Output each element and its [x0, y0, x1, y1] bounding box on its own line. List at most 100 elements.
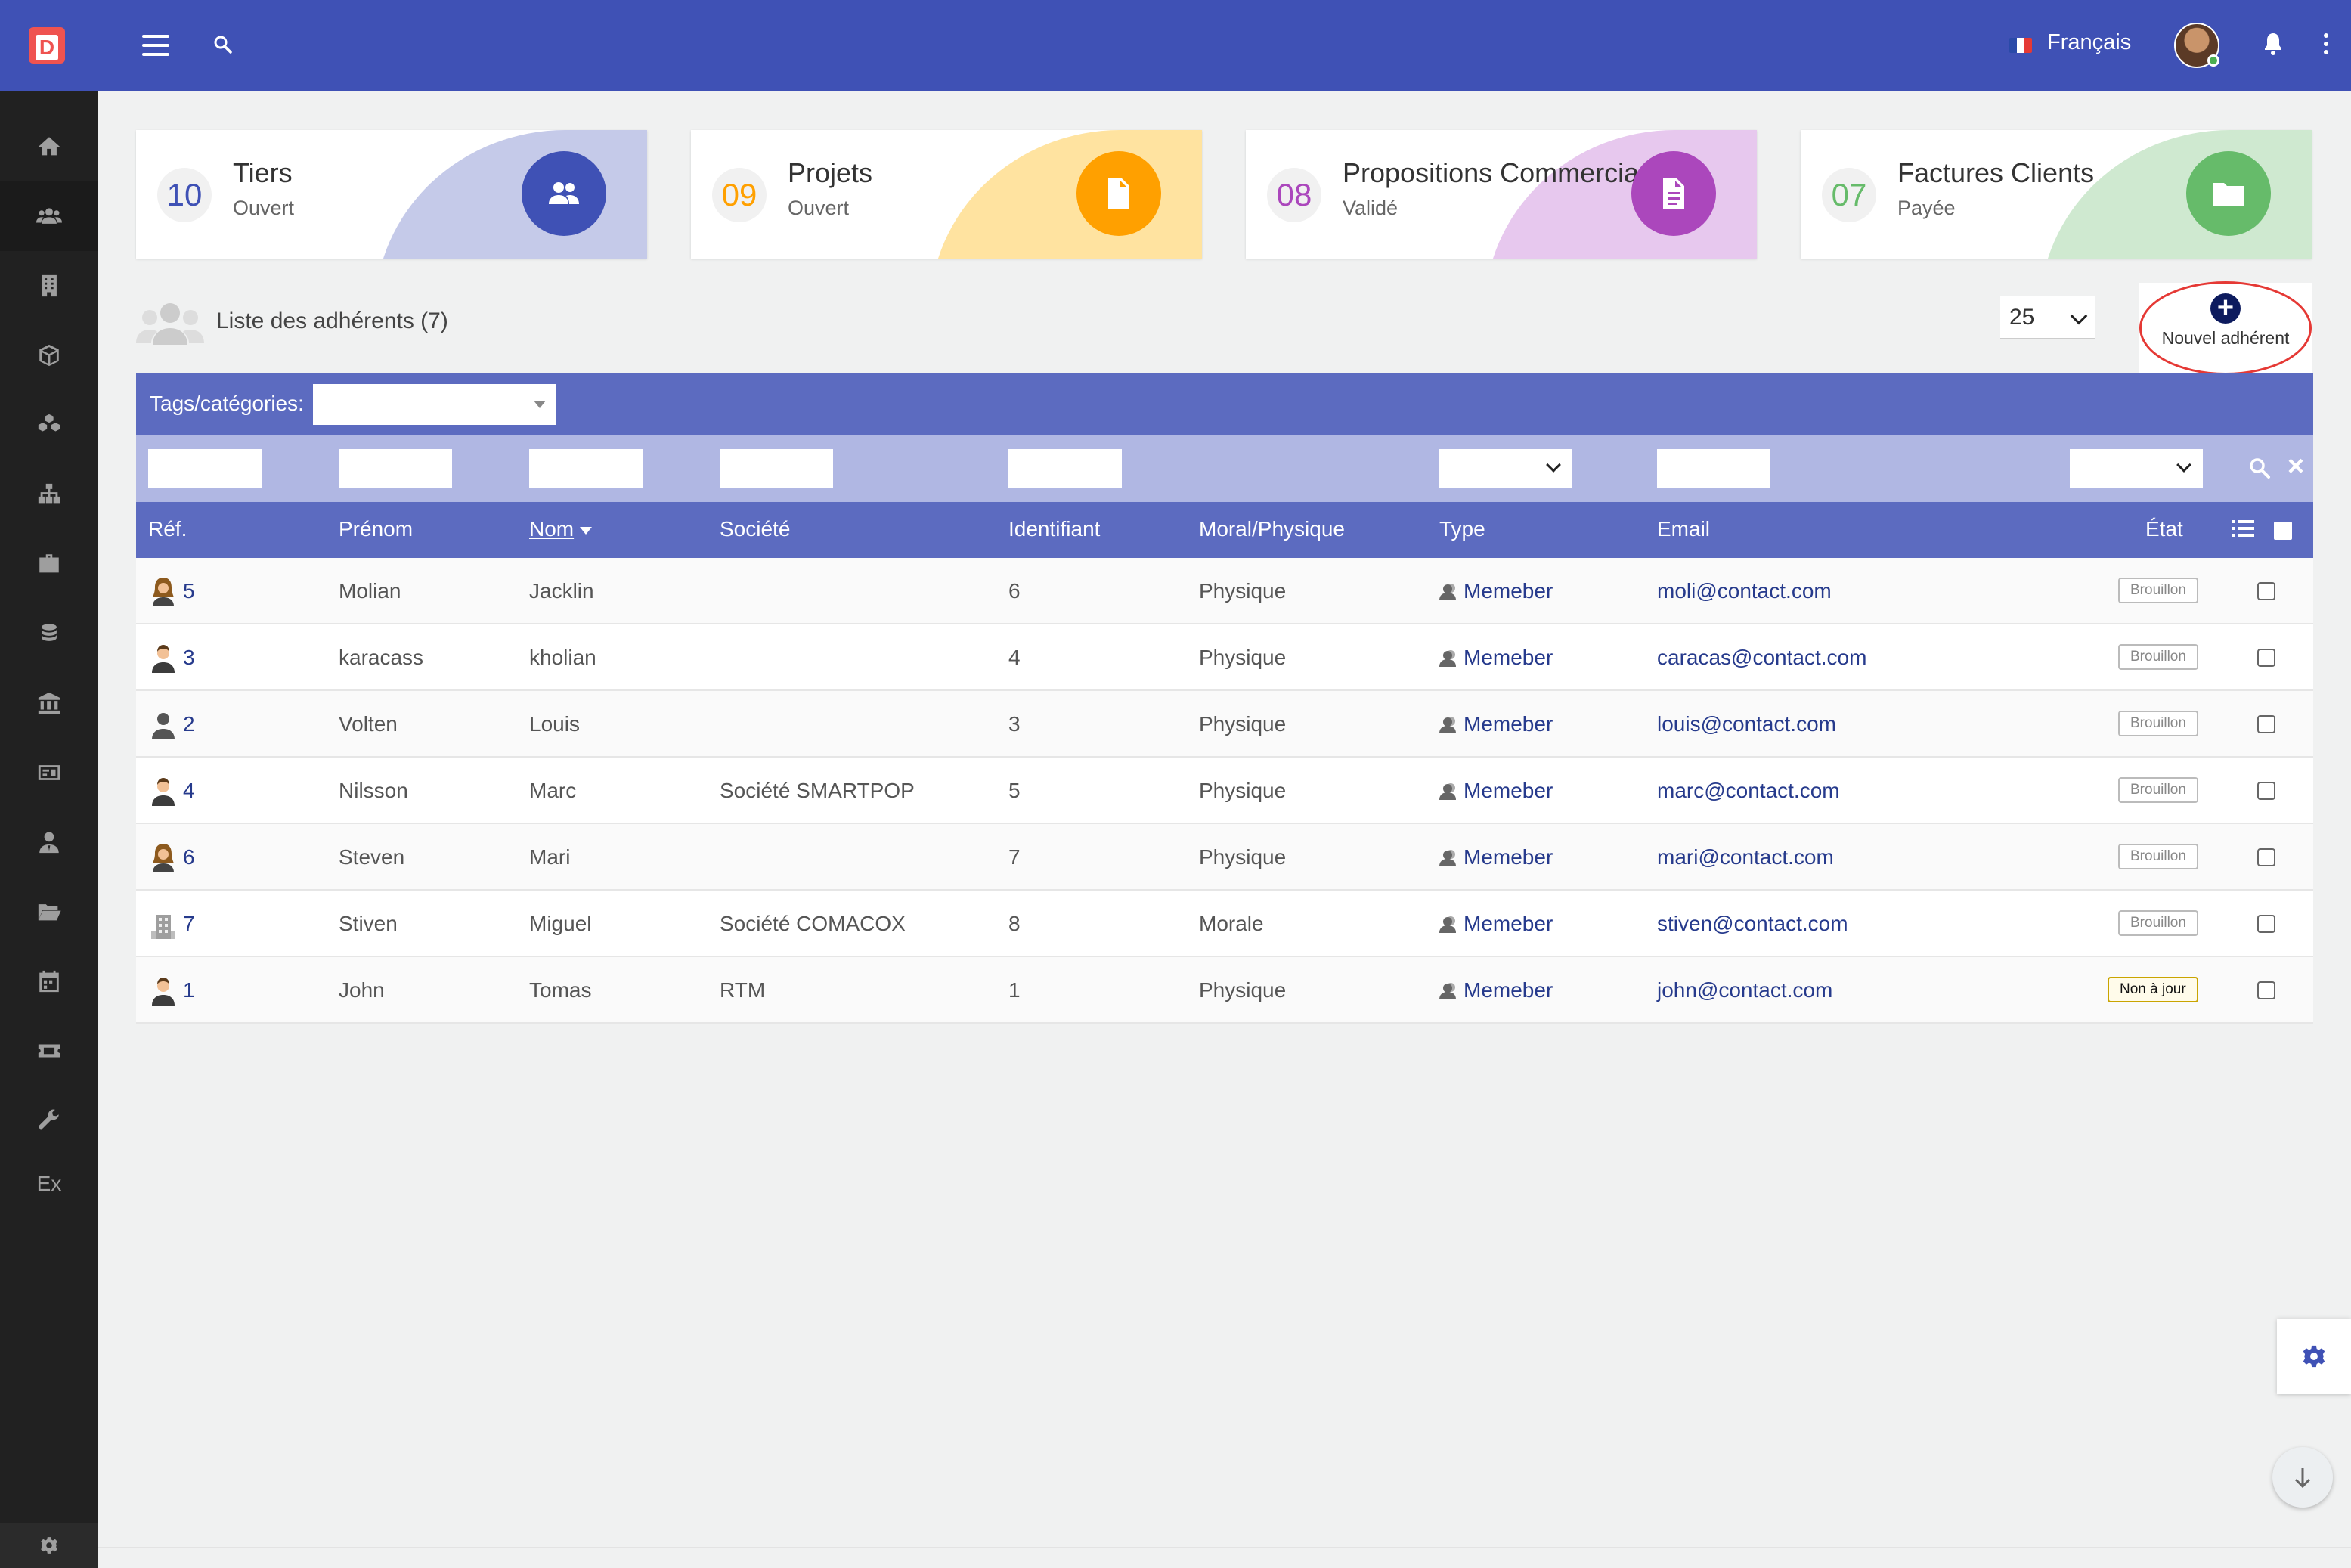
flag-icon[interactable] — [2009, 38, 2032, 53]
sidebar-item-hr[interactable] — [0, 807, 98, 877]
sidebar-item-accounting[interactable] — [0, 599, 98, 668]
sidebar-item-agenda[interactable] — [0, 947, 98, 1016]
stat-card-propositions[interactable]: 08 Propositions Commercia Validé — [1246, 130, 1757, 259]
col-lastname[interactable]: Nom — [529, 517, 593, 541]
select-all-checkbox[interactable] — [2274, 522, 2292, 540]
col-status[interactable]: État — [2145, 517, 2183, 541]
filter-login-input[interactable] — [1008, 449, 1122, 488]
bank-icon — [38, 692, 60, 714]
member-ref-link[interactable]: 2 — [183, 712, 195, 736]
menu-icon[interactable] — [142, 35, 169, 56]
member-ref-link[interactable]: 7 — [183, 912, 195, 935]
member-avatar-icon — [150, 576, 177, 606]
scroll-down-button[interactable] — [2272, 1447, 2333, 1508]
sidebar-settings[interactable] — [0, 1523, 98, 1568]
table-row[interactable]: 4 Nilsson Marc Société SMARTPOP 5 Physique Mem… — [136, 758, 2313, 824]
filter-lastname-input[interactable] — [529, 449, 643, 488]
member-email-link[interactable]: marc@contact.com — [1657, 779, 1840, 802]
users-icon — [522, 151, 606, 236]
app-logo[interactable]: D — [29, 27, 65, 64]
sidebar-item-projects[interactable] — [0, 529, 98, 599]
member-ref-link[interactable]: 6 — [183, 845, 195, 869]
member-email-link[interactable]: caracas@contact.com — [1657, 646, 1867, 669]
row-checkbox[interactable] — [2257, 715, 2275, 733]
page-size-select[interactable]: 25 — [2000, 296, 2095, 339]
sidebar-item-documents[interactable] — [0, 877, 98, 947]
member-type-link[interactable]: Memeber — [1439, 845, 1553, 869]
row-checkbox[interactable] — [2257, 782, 2275, 800]
stat-title: Propositions Commercia — [1343, 157, 1637, 188]
sidebar-item-organization[interactable] — [0, 460, 98, 529]
member-ref-link[interactable]: 4 — [183, 779, 195, 802]
col-type[interactable]: Type — [1439, 517, 1485, 541]
table-row[interactable]: 3 karacass kholian 4 Physique Memeber caracas@… — [136, 624, 2313, 691]
caret-down-icon — [534, 401, 546, 408]
table-row[interactable]: 5 Molian Jacklin 6 Physique Memeber moli@conta… — [136, 558, 2313, 624]
more-options-icon[interactable] — [2324, 33, 2330, 56]
tags-select[interactable] — [313, 384, 556, 425]
row-checkbox[interactable] — [2257, 915, 2275, 933]
sidebar-item-companies[interactable] — [0, 251, 98, 321]
filter-email-input[interactable] — [1657, 449, 1770, 488]
filter-type-select[interactable] — [1439, 449, 1572, 488]
member-type-link[interactable]: Memeber — [1439, 978, 1553, 1002]
col-login[interactable]: Identifiant — [1008, 517, 1101, 541]
member-email-link[interactable]: moli@contact.com — [1657, 579, 1832, 603]
table-row[interactable]: 6 Steven Mari 7 Physique Memeber mari@contact.… — [136, 824, 2313, 891]
stat-card-tiers[interactable]: 10 Tiers Ouvert — [136, 130, 647, 259]
settings-panel-button[interactable] — [2277, 1319, 2351, 1394]
col-ref[interactable]: Réf. — [148, 517, 187, 541]
sidebar-item-home[interactable] — [0, 112, 98, 181]
sidebar-item-tools[interactable] — [0, 1086, 98, 1155]
sidebar-ex-label: Ex — [36, 1172, 62, 1195]
member-type-link[interactable]: Memeber — [1439, 712, 1553, 736]
member-type-link[interactable]: Memeber — [1439, 779, 1553, 803]
member-ref-link[interactable]: 1 — [183, 978, 195, 1002]
row-checkbox[interactable] — [2257, 582, 2275, 600]
table-row[interactable]: 7 Stiven Miguel Société COMACOX 8 Morale Memeb… — [136, 891, 2313, 957]
bell-icon[interactable] — [2263, 32, 2283, 56]
language-selector[interactable]: Français — [2047, 30, 2132, 54]
sidebar-item-bank[interactable] — [0, 668, 98, 738]
search-icon[interactable] — [213, 35, 233, 54]
member-type-link[interactable]: Memeber — [1439, 579, 1553, 603]
col-email[interactable]: Email — [1657, 517, 1711, 541]
sidebar-item-members[interactable] — [0, 181, 98, 251]
member-email-link[interactable]: john@contact.com — [1657, 978, 1833, 1002]
row-checkbox[interactable] — [2257, 981, 2275, 999]
list-columns-icon[interactable] — [2232, 519, 2254, 538]
stat-number: 09 — [712, 168, 767, 222]
filter-status-select[interactable] — [2070, 449, 2203, 488]
member-type-label: Memeber — [1464, 779, 1553, 802]
company-icon — [150, 909, 177, 939]
stat-card-projets[interactable]: 09 Projets Ouvert — [691, 130, 1202, 259]
sidebar-item-products[interactable] — [0, 321, 98, 390]
filter-ref-input[interactable] — [148, 449, 262, 488]
col-firstname[interactable]: Prénom — [339, 517, 414, 541]
sidebar-item-tickets[interactable] — [0, 1016, 98, 1086]
member-ref-link[interactable]: 5 — [183, 579, 195, 603]
sidebar-item-stock[interactable] — [0, 390, 98, 460]
table-row[interactable]: 2 Volten Louis 3 Physique Memeber louis@contac… — [136, 691, 2313, 758]
sidebar-item-ex[interactable]: Ex — [0, 1149, 98, 1219]
cell-lastname: Louis — [529, 712, 580, 736]
col-company[interactable]: Société — [720, 517, 791, 541]
search-icon[interactable] — [2248, 457, 2271, 479]
member-email-link[interactable]: mari@contact.com — [1657, 845, 1834, 869]
stat-card-factures[interactable]: 07 Factures Clients Payée — [1801, 130, 2312, 259]
member-email-link[interactable]: stiven@contact.com — [1657, 912, 1848, 935]
cell-login: 5 — [1008, 779, 1021, 802]
filter-firstname-input[interactable] — [339, 449, 452, 488]
sidebar-item-billing[interactable] — [0, 738, 98, 807]
clear-filters-icon[interactable]: × — [2287, 451, 2305, 482]
member-email-link[interactable]: louis@contact.com — [1657, 712, 1836, 736]
cell-nature: Physique — [1199, 978, 1287, 1002]
row-checkbox[interactable] — [2257, 848, 2275, 866]
col-nature[interactable]: Moral/Physique — [1199, 517, 1345, 541]
table-row[interactable]: 1 John Tomas RTM 1 Physique Memeber john@contac… — [136, 957, 2313, 1024]
filter-company-input[interactable] — [720, 449, 833, 488]
row-checkbox[interactable] — [2257, 649, 2275, 667]
member-ref-link[interactable]: 3 — [183, 646, 195, 669]
member-type-link[interactable]: Memeber — [1439, 912, 1553, 936]
member-type-link[interactable]: Memeber — [1439, 646, 1553, 670]
